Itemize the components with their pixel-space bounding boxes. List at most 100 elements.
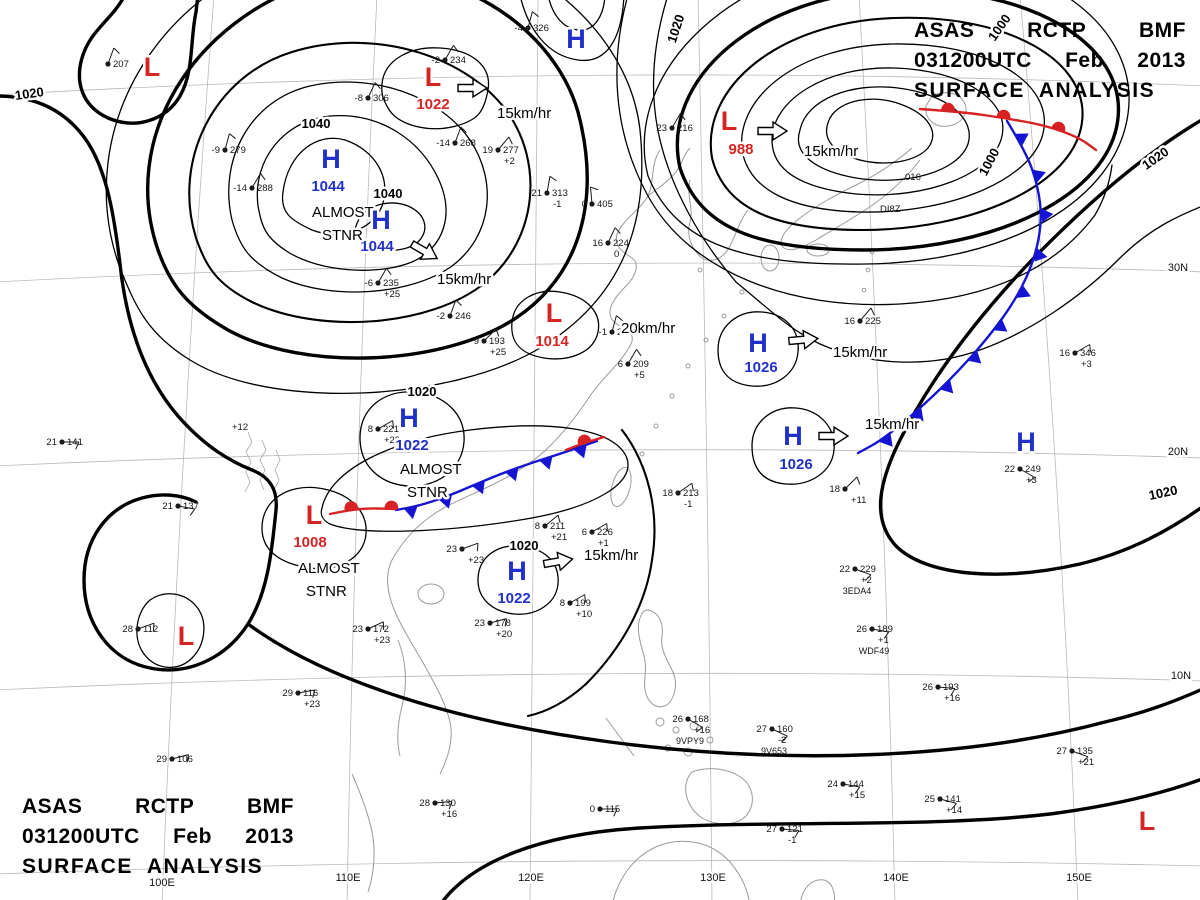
station-temp: 27 xyxy=(756,724,767,735)
station-pressure: 116 xyxy=(303,688,318,699)
wind-barb-tick xyxy=(1082,756,1089,763)
station-plot: 6 209+5 xyxy=(618,348,649,381)
station-temp: 0 xyxy=(590,804,595,815)
warm-front-bump xyxy=(940,102,955,112)
station-tendency: +21 xyxy=(1078,757,1094,768)
station-tendency: +21 xyxy=(551,532,567,543)
pressure-symbol: L xyxy=(178,621,195,651)
motion-label: STNR xyxy=(306,583,347,600)
station-plot: 6 226+1 xyxy=(582,523,613,549)
wind-barb xyxy=(449,299,457,317)
wind-barb-tick xyxy=(229,133,236,140)
station-temp: 9 xyxy=(474,336,479,347)
wind-barb xyxy=(611,315,617,333)
coastline xyxy=(685,768,753,825)
station-pressure: 346 xyxy=(1080,348,1096,359)
station-temp: 23 xyxy=(656,123,667,134)
movement-arrow-icon xyxy=(542,551,574,572)
wind-barb xyxy=(607,227,616,244)
station-plot: 8 221+23 xyxy=(368,420,400,446)
high-pressure-center: H 1022 xyxy=(393,401,431,457)
pressure-symbol: L xyxy=(144,52,161,82)
station-temp: 27 xyxy=(1056,746,1067,757)
station-pressure: 234 xyxy=(450,55,466,66)
wind-barb-tick xyxy=(865,574,872,581)
wind-barb-tick xyxy=(590,186,599,191)
station-plot: -14 288 xyxy=(233,172,273,194)
station-pressure: 313 xyxy=(552,188,568,199)
pressure-symbol: L xyxy=(721,106,738,136)
wind-barb xyxy=(546,176,551,194)
station-plot: -8 306 xyxy=(355,82,389,104)
coastline xyxy=(865,267,871,273)
wind-barb-tick xyxy=(312,689,316,698)
longitude-label: 150E xyxy=(1066,872,1092,884)
station-pressure: 277 xyxy=(503,145,519,156)
pressure-symbol: H xyxy=(507,556,527,586)
motion-label: ALMOST xyxy=(312,204,374,221)
station-pressure: 235 xyxy=(383,278,399,289)
wind-barb xyxy=(842,783,860,788)
cold-front-triangle xyxy=(1040,208,1054,223)
station-tendency: +11 xyxy=(851,495,866,506)
low-pressure-center: L 988 xyxy=(718,104,756,161)
wind-barb xyxy=(1071,750,1089,758)
coastline xyxy=(605,717,635,757)
station-tendency: +1 xyxy=(878,635,889,646)
terrain-marks xyxy=(244,431,281,493)
station-pressure: 226 xyxy=(597,527,613,538)
station-plot: 22 249+3 xyxy=(1004,464,1040,486)
station-pressure: 135 xyxy=(1077,746,1093,757)
isobar-line xyxy=(548,0,606,31)
wind-barb xyxy=(171,754,189,760)
warm-front-bump xyxy=(577,434,592,445)
wind-barb xyxy=(224,133,230,151)
title-word: RCTP xyxy=(1027,19,1087,42)
title-block-top-right: ASAS RCTP BMF 031200UTC Feb 2013 SURFACE… xyxy=(914,16,1186,106)
title-line-1: ASAS RCTP BMF xyxy=(914,16,1186,46)
station-tendency: -1 xyxy=(684,499,692,510)
station-pressure: 279 xyxy=(230,145,246,156)
station-pressure: 213 xyxy=(683,488,699,499)
wind-barb-tick xyxy=(606,523,608,532)
warm-front-bump xyxy=(384,500,399,510)
station-temp: -14 xyxy=(233,183,247,194)
pressure-value: 1026 xyxy=(779,456,812,473)
isobar-line xyxy=(105,0,643,395)
title-word: BMF xyxy=(247,795,294,818)
low-pressure-center: L 1022 xyxy=(414,60,452,116)
isobar-line xyxy=(441,777,1200,900)
station-temp: -4 xyxy=(515,23,523,34)
station-pressure: 209 xyxy=(633,359,649,370)
isobar-line xyxy=(359,391,465,487)
wind-barb-tick xyxy=(691,483,694,492)
title-word: 031200UTC xyxy=(22,825,140,848)
station-temp: -21 xyxy=(528,188,542,199)
station-pressure: 137 xyxy=(183,501,199,512)
station-tendency: +23 xyxy=(374,635,390,646)
station-tendency: -1 xyxy=(788,835,796,846)
station-temp: 0 xyxy=(582,199,587,210)
isobar-line xyxy=(0,94,278,672)
station-temp: 22 xyxy=(839,564,850,575)
motion-label: STNR xyxy=(322,227,363,244)
wind-barb xyxy=(937,686,955,689)
station-temp: 26 xyxy=(922,682,933,693)
wind-barb-tick xyxy=(460,126,467,133)
low-pressure-center: L xyxy=(1136,804,1158,839)
station-pressure: 160 xyxy=(777,724,793,735)
pressure-value: 1022 xyxy=(497,590,530,607)
pressure-symbol: H xyxy=(748,328,768,358)
wind-barb-tick xyxy=(453,44,459,53)
wind-barb-tick xyxy=(386,267,392,276)
station-tendency: +3 xyxy=(1026,475,1037,486)
station-tendency: +1 xyxy=(598,538,609,549)
coastline xyxy=(800,879,835,900)
station-id: 9VPY9 xyxy=(676,736,704,746)
low-pressure-center: L 1014 xyxy=(533,296,572,353)
wind-barb xyxy=(177,505,195,510)
